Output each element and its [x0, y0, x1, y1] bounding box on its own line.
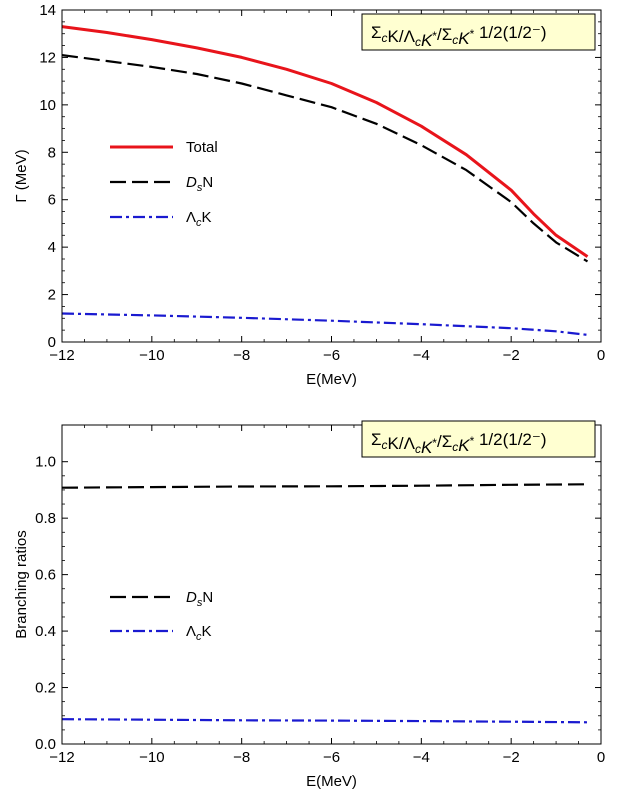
annotation-text: ΣcK/ΛcK*/ΣcK* 1/2(1/2⁻): [371, 23, 547, 50]
annotation-box-frame: [361, 420, 596, 458]
chart0-series-layer: [61, 25, 589, 336]
y-tick-label: 0.8: [35, 510, 56, 527]
y-tick-label: 1.0: [35, 454, 56, 471]
series-line-0: [61, 483, 588, 489]
x-tick-label: −10: [139, 749, 164, 766]
x-tick-label: −2: [503, 749, 520, 766]
y-tick-label: 14: [39, 2, 56, 19]
y-tick-label: 6: [48, 192, 56, 209]
legend-label-0: DsN: [186, 589, 213, 609]
y-tick-label: 8: [48, 144, 56, 161]
x-tick-label: −6: [323, 749, 340, 766]
legend-label-0: Total: [186, 139, 218, 156]
x-tick-label: −6: [323, 347, 340, 364]
chart0-annotation-box: ΣcK/ΛcK*/ΣcK* 1/2(1/2⁻): [361, 13, 596, 51]
y-tick-label: 0.6: [35, 567, 56, 584]
chart0-legend: Total DsN ΛcK: [110, 139, 218, 229]
x-tick-label: −10: [139, 347, 164, 364]
y-tick-label: 2: [48, 287, 56, 304]
chart1-x-axis-title: E(MeV): [306, 773, 357, 790]
series-line-2: [61, 312, 588, 336]
chart1-axes: [61, 424, 602, 745]
chart0-frame: [61, 9, 602, 343]
x-tick-label: −8: [233, 749, 250, 766]
y-tick-label: 4: [48, 239, 56, 256]
y-tick-label: 0.4: [35, 623, 56, 640]
x-tick-label: −4: [413, 749, 430, 766]
y-tick-label: 0: [48, 334, 56, 351]
x-tick-label: −4: [413, 347, 430, 364]
chart0-y-axis-title: Γ (MeV): [13, 149, 30, 202]
chart1-ticks: −12 −10 −8 −6 −4 −2 0 0.0 0.2 0.4 0.6 0.8 1.0: [35, 425, 605, 766]
x-tick-label: 0: [597, 347, 605, 364]
x-tick-label: −8: [233, 347, 250, 364]
chart0-ticks: −12 −10 −8 −6 −4 −2 0 0 2 4 6 8 10 12 14: [39, 2, 605, 364]
x-tick-label: −12: [49, 347, 74, 364]
y-tick-label: 0.0: [35, 736, 56, 753]
chart0-x-axis-title: E(MeV): [306, 371, 357, 388]
x-tick-label: −2: [503, 347, 520, 364]
legend-label-2: ΛcK: [186, 209, 212, 229]
annotation-text: ΣcK/ΛcK*/ΣcK* 1/2(1/2⁻): [371, 430, 547, 457]
series-line-0: [61, 25, 589, 258]
chart1-y-axis-title: Branching ratios: [13, 530, 30, 638]
chart0-axes: [61, 9, 602, 343]
series-line-1: [61, 718, 588, 724]
chart-width-vs-energy: −12 −10 −8 −6 −4 −2 0 0 2 4 6 8 10 12 14 E(MeV) Γ (MeV…: [13, 2, 605, 388]
chart1-series-layer: [61, 483, 588, 724]
chart1-annotation-box: ΣcK/ΛcK*/ΣcK* 1/2(1/2⁻): [361, 420, 596, 458]
x-tick-label: −12: [49, 749, 74, 766]
legend-label-1: DsN: [186, 174, 213, 194]
series-line-1: [61, 54, 589, 263]
chart-branching-ratios: −12 −10 −8 −6 −4 −2 0 0.0 0.2 0.4 0.6 0.8 1.0 E(MeV)…: [13, 420, 605, 790]
chart1-legend: DsN ΛcK: [110, 589, 213, 643]
y-tick-label: 12: [39, 49, 56, 66]
annotation-box-frame: [361, 13, 596, 51]
legend-label-1: ΛcK: [186, 623, 212, 643]
chart1-frame: [61, 424, 602, 745]
x-tick-label: 0: [597, 749, 605, 766]
y-tick-label: 10: [39, 97, 56, 114]
y-tick-label: 0.2: [35, 680, 56, 697]
